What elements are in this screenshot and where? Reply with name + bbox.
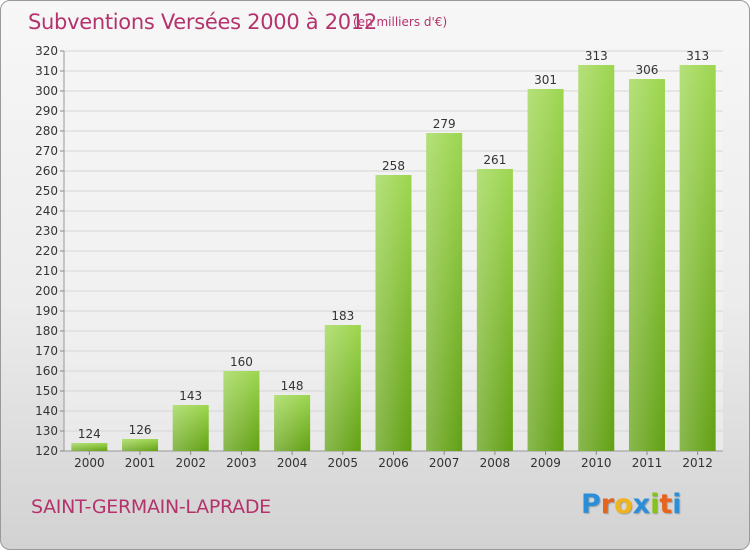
- data-label: 126: [129, 423, 152, 437]
- y-tick-label: 160: [35, 364, 58, 378]
- x-tick-label: 2006: [378, 456, 409, 470]
- bar-highlight: [274, 395, 310, 451]
- x-tick-label: 2001: [125, 456, 156, 470]
- bar-highlight: [325, 325, 361, 451]
- data-label: 124: [78, 427, 101, 441]
- y-tick-label: 140: [35, 404, 58, 418]
- data-label: 306: [636, 63, 659, 77]
- logo-letter: r: [601, 489, 614, 520]
- bar-highlight: [376, 175, 412, 451]
- bar-highlight: [223, 371, 259, 451]
- y-tick-label: 280: [35, 124, 58, 138]
- logo-letter: i: [650, 489, 659, 520]
- data-label: 313: [686, 49, 709, 63]
- y-tick-label: 240: [35, 204, 58, 218]
- y-tick-label: 260: [35, 164, 58, 178]
- y-tick-label: 230: [35, 224, 58, 238]
- logo-letter: t: [659, 489, 672, 520]
- y-tick-label: 130: [35, 424, 58, 438]
- x-tick-label: 2003: [226, 456, 257, 470]
- y-tick-label: 220: [35, 244, 58, 258]
- y-tick-label: 300: [35, 84, 58, 98]
- x-tick-label: 2011: [632, 456, 663, 470]
- x-tick-label: 2004: [277, 456, 308, 470]
- commune-name: SAINT-GERMAIN-LAPRADE: [31, 496, 271, 518]
- y-tick-label: 170: [35, 344, 58, 358]
- y-tick-label: 250: [35, 184, 58, 198]
- x-tick-label: 2007: [429, 456, 460, 470]
- y-tick-label: 270: [35, 144, 58, 158]
- x-tick-label: 2000: [74, 456, 105, 470]
- bar-highlight: [173, 405, 209, 451]
- bar-highlight: [528, 89, 564, 451]
- bar-highlight: [122, 439, 158, 451]
- data-label: 143: [179, 389, 202, 403]
- y-tick-label: 210: [35, 264, 58, 278]
- x-tick-label: 2009: [530, 456, 561, 470]
- logo-letter: i: [672, 489, 681, 520]
- bar-highlight: [680, 65, 716, 451]
- data-label: 258: [382, 159, 405, 173]
- x-tick-label: 2005: [328, 456, 359, 470]
- logo-letter: o: [614, 489, 633, 520]
- y-tick-label: 120: [35, 444, 58, 458]
- x-tick-label: 2002: [175, 456, 206, 470]
- bar-highlight: [426, 133, 462, 451]
- bar-highlight: [71, 443, 107, 451]
- x-tick-label: 2012: [682, 456, 713, 470]
- proxiti-logo: Proxiti: [581, 489, 682, 520]
- x-tick-label: 2010: [581, 456, 612, 470]
- data-label: 313: [585, 49, 608, 63]
- data-label: 160: [230, 355, 253, 369]
- data-label: 183: [331, 309, 354, 323]
- data-label: 301: [534, 73, 557, 87]
- logo-letter: x: [633, 489, 650, 520]
- logo-letter: P: [581, 489, 601, 520]
- data-label: 148: [281, 379, 304, 393]
- bar-highlight: [477, 169, 513, 451]
- y-tick-label: 310: [35, 64, 58, 78]
- data-label: 279: [433, 117, 456, 131]
- bar-highlight: [629, 79, 665, 451]
- x-tick-label: 2008: [480, 456, 511, 470]
- data-label: 261: [483, 153, 506, 167]
- y-tick-label: 150: [35, 384, 58, 398]
- y-tick-label: 290: [35, 104, 58, 118]
- bar-highlight: [578, 65, 614, 451]
- y-tick-label: 320: [35, 44, 58, 58]
- y-tick-label: 190: [35, 304, 58, 318]
- y-tick-label: 180: [35, 324, 58, 338]
- y-tick-label: 200: [35, 284, 58, 298]
